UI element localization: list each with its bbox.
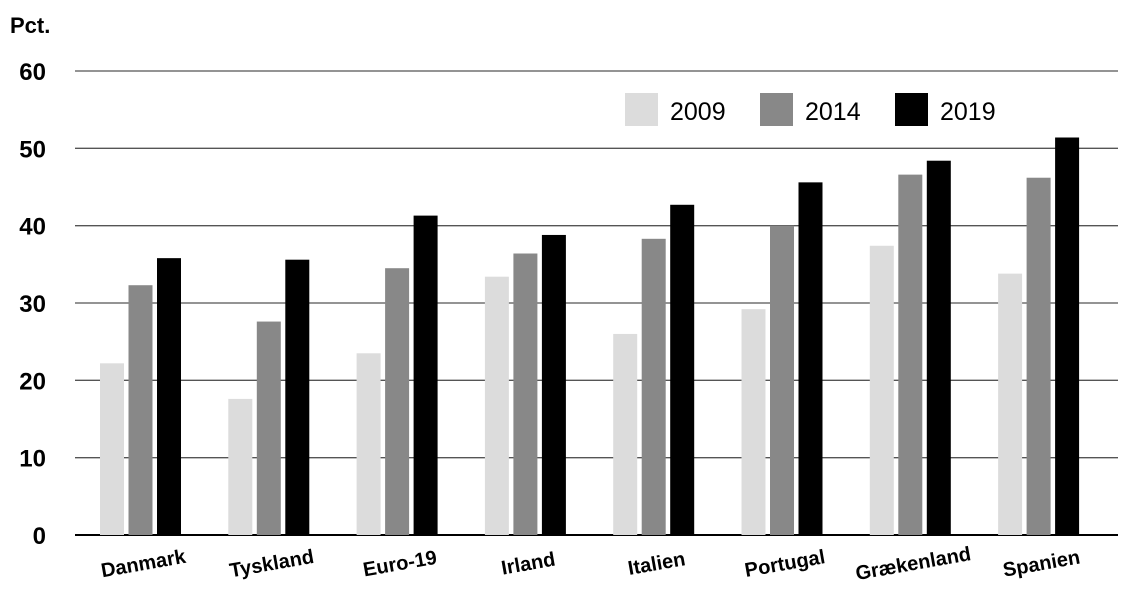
bar-italien-2014 xyxy=(641,238,666,535)
y-tick-label: 60 xyxy=(19,59,46,86)
bar-grækenland-2009 xyxy=(869,245,894,536)
bar-euro-19-2014 xyxy=(385,268,410,535)
legend-swatch-2009 xyxy=(625,93,658,126)
category-label: Tyskland xyxy=(228,546,316,582)
legend: 2009 2014 2019 xyxy=(625,93,996,126)
bar-spanien-2019 xyxy=(1055,137,1080,536)
bar-danmark-2009 xyxy=(100,363,124,535)
bar-irland-2014 xyxy=(513,253,538,536)
category-label: Euro-19 xyxy=(361,547,438,582)
category-label: Spanien xyxy=(1001,547,1081,582)
bar-grækenland-2014 xyxy=(898,174,923,536)
category-label: Irland xyxy=(500,549,557,580)
legend-label: 2019 xyxy=(940,98,996,126)
bar-spanien-2014 xyxy=(1026,177,1051,535)
bar-irland-2019 xyxy=(541,234,566,536)
bar-grækenland-2019 xyxy=(926,160,951,535)
y-tick-label: 30 xyxy=(19,291,46,318)
bars xyxy=(100,137,1080,536)
bar-danmark-2014 xyxy=(128,285,153,535)
y-tick-label: 20 xyxy=(19,368,46,395)
category-labels: Danmark Tyskland Euro-19 Irland Italien Portu… xyxy=(99,543,1081,585)
bar-portugal-2014 xyxy=(770,225,794,535)
y-tick-label: 50 xyxy=(19,136,46,163)
bar-italien-2009 xyxy=(613,333,638,535)
bar-tyskland-2019 xyxy=(285,259,310,535)
bar-spanien-2009 xyxy=(998,273,1023,535)
category-label: Italien xyxy=(626,548,687,580)
bar-italien-2019 xyxy=(670,204,695,535)
y-tick-label: 0 xyxy=(33,523,46,550)
bar-danmark-2019 xyxy=(157,258,181,535)
bar-portugal-2019 xyxy=(798,182,823,536)
bar-irland-2009 xyxy=(484,276,509,535)
legend-label: 2014 xyxy=(805,98,861,126)
y-axis-label: Pct. xyxy=(10,13,50,38)
legend-swatch-2019 xyxy=(895,93,928,126)
bar-tyskland-2014 xyxy=(256,321,281,535)
bar-euro-19-2019 xyxy=(413,215,438,535)
y-tick-label: 10 xyxy=(19,446,46,473)
y-tick-label: 40 xyxy=(19,214,46,241)
category-label: Grækenland xyxy=(854,543,973,585)
legend-swatch-2014 xyxy=(760,93,793,126)
bar-portugal-2009 xyxy=(741,309,766,535)
category-label: Danmark xyxy=(99,546,188,583)
legend-label: 2009 xyxy=(670,98,726,126)
bar-euro-19-2009 xyxy=(356,353,381,535)
category-label: Portugal xyxy=(743,546,827,582)
bar-tyskland-2009 xyxy=(228,398,253,535)
y-tick-labels: 0 10 20 30 40 50 60 xyxy=(19,59,46,550)
